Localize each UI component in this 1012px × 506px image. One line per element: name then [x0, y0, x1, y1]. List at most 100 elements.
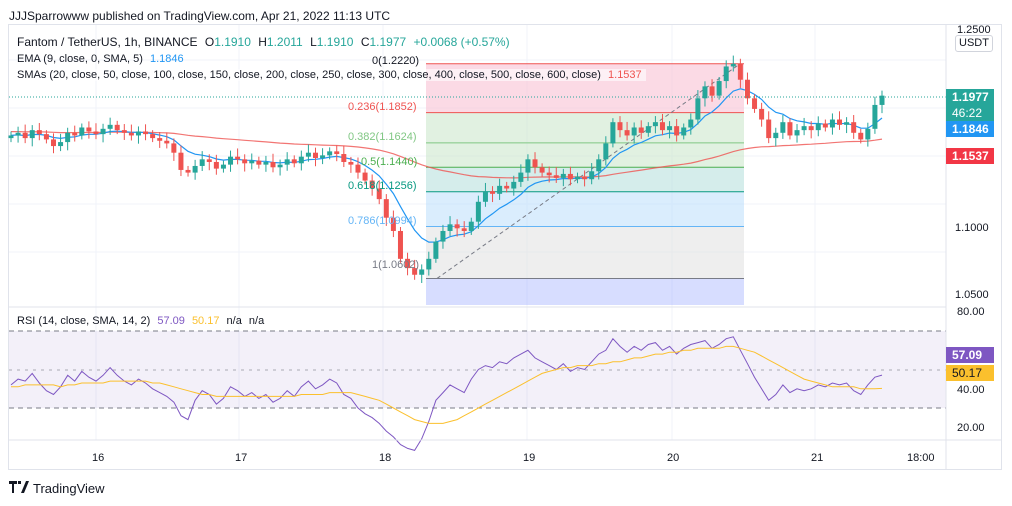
ema-value: 1.1846 — [150, 53, 184, 65]
price-axis[interactable]: 1.2500 1.1000 1.0500 80.00 40.00 20.00 — [955, 24, 991, 434]
candle-body — [844, 122, 850, 125]
candle-body — [851, 122, 857, 133]
ema-line — [10, 88, 883, 243]
rsi-path — [10, 336, 883, 451]
rsi-ma-path — [11, 345, 883, 424]
candle-body — [575, 176, 581, 180]
candle-body — [695, 98, 701, 120]
candle-body — [213, 161, 219, 169]
candle-body — [787, 122, 793, 136]
candle-body — [58, 142, 64, 147]
candle-body — [256, 160, 262, 165]
ema-label: EMA (9, close, 0, SMA, 5) — [17, 53, 143, 65]
candle-body — [185, 169, 191, 173]
candle-body — [560, 173, 566, 178]
candle-body — [220, 164, 226, 169]
candle-body — [723, 66, 729, 82]
rsi-tick: 80.00 — [957, 306, 985, 318]
candle-body — [645, 126, 651, 133]
candle-body — [383, 199, 389, 218]
candle-body — [610, 122, 616, 144]
candle-body — [617, 122, 623, 131]
rsi-ma-value: 50.17 — [191, 315, 220, 327]
sma-legend[interactable]: SMAs (20, close, 50, close, 100, close, … — [17, 69, 646, 81]
candle-body — [355, 164, 361, 173]
candle-body — [752, 98, 758, 109]
candle-body — [454, 224, 460, 229]
candle-body — [164, 140, 170, 144]
fib-zone — [426, 142, 744, 168]
candle-body — [596, 159, 602, 172]
candle-body — [405, 258, 411, 269]
fib-label-0786: 0.786(1.0994) — [348, 215, 417, 227]
candle-body — [412, 268, 418, 275]
chart-frame — [8, 24, 1002, 470]
h-label: H — [258, 35, 267, 49]
candle-body — [79, 127, 85, 136]
candle-body — [369, 180, 375, 189]
candle-body — [65, 132, 71, 143]
candle-body — [320, 155, 326, 159]
candle-body — [497, 185, 503, 194]
candle-body — [667, 126, 673, 131]
fib-label-0236: 0.236(1.1852) — [348, 101, 417, 113]
candle-body — [86, 127, 92, 132]
candle-body — [43, 134, 49, 140]
candle-body — [532, 159, 538, 168]
price-tick: 1.1000 — [955, 222, 989, 234]
candle-body — [270, 161, 276, 168]
time-label: 16 — [92, 452, 104, 464]
candle-body — [390, 217, 396, 231]
high-value: 1.2011 — [266, 35, 303, 49]
candle-body — [36, 130, 42, 135]
time-axis[interactable]: 16 17 18 19 20 21 18:00 — [92, 452, 935, 464]
ema-path — [10, 88, 883, 243]
candle-body — [794, 130, 800, 136]
candle-body — [780, 122, 786, 133]
candle-body — [277, 164, 283, 168]
candle-body — [766, 119, 772, 139]
candle-body — [688, 119, 694, 128]
footer-brand[interactable]: TradingView — [9, 481, 105, 496]
candle-body — [291, 159, 297, 164]
candle-body — [100, 128, 106, 135]
candle-body — [235, 156, 241, 160]
price-tick: 1.2500 — [957, 24, 991, 36]
candle-body — [872, 104, 878, 129]
candle-body — [730, 63, 736, 67]
rsi-legend[interactable]: RSI (14, close, SMA, 14, 2) 57.09 50.17 … — [17, 315, 268, 327]
rsi-na-2: n/a — [248, 315, 265, 327]
currency-button[interactable]: USDT — [955, 35, 993, 52]
symbol-legend[interactable]: Fantom / TetherUS, 1h, BINANCE O1.1910 H… — [17, 35, 514, 49]
fib-zone — [426, 191, 744, 227]
candle-body — [461, 228, 467, 231]
candle-body — [362, 172, 368, 181]
candle-body — [178, 152, 184, 170]
fib-zone-extension — [426, 278, 744, 305]
candle-body — [879, 95, 885, 105]
candle-body — [638, 127, 644, 133]
candle-body — [490, 191, 496, 194]
candle-body — [589, 171, 595, 180]
time-label: 20 — [667, 452, 679, 464]
candle-body — [397, 230, 403, 259]
candle-body — [121, 130, 127, 133]
candle-body — [681, 127, 687, 136]
candle-body — [114, 124, 120, 131]
candle-body — [312, 152, 318, 159]
low-value: 1.1910 — [316, 35, 354, 49]
candle-body — [249, 160, 255, 164]
candle-body — [8, 135, 14, 139]
time-label: 19 — [523, 452, 535, 464]
candle-body — [837, 119, 843, 125]
time-label: 18:00 — [907, 452, 935, 464]
candle-body — [674, 126, 680, 136]
ema-legend[interactable]: EMA (9, close, 0, SMA, 5) 1.1846 — [17, 53, 188, 65]
rsi-tick: 40.00 — [957, 384, 985, 396]
candle-body — [128, 132, 134, 136]
published-header: JJJSparrowww published on TradingView.co… — [9, 9, 391, 23]
candle-body — [482, 191, 488, 202]
candle-body — [334, 151, 340, 155]
candle-body — [801, 126, 807, 131]
